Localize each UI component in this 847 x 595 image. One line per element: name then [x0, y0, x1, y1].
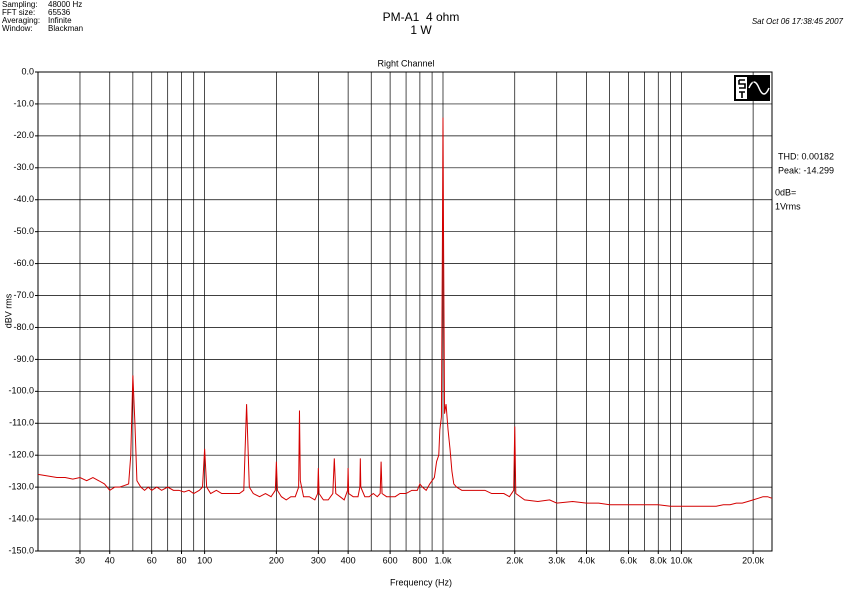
y-tick-label: -50.0: [13, 226, 34, 236]
info-value: 48000 Hz: [48, 0, 82, 9]
info-value: Blackman: [48, 24, 83, 33]
x-tick-label: 1.0k: [434, 555, 452, 565]
x-tick-label: 80: [177, 555, 187, 565]
logo: [734, 75, 770, 101]
chart-subtitle: 1 W: [410, 23, 432, 37]
plot-title: Right Channel: [377, 58, 434, 68]
timestamp: Sat Oct 06 17:38:45 2007: [752, 17, 844, 26]
y-tick-label: -70.0: [13, 290, 34, 300]
x-tick-label: 300: [311, 555, 326, 565]
y-axis-label: dBV rms: [3, 293, 13, 328]
x-tick-label: 4.0k: [578, 555, 596, 565]
y-tick-label: -120.0: [8, 450, 34, 460]
x-tick-label: 2.0k: [506, 555, 524, 565]
x-tick-label: 3.0k: [548, 555, 566, 565]
y-tick-label: -110.0: [9, 418, 34, 428]
y-tick-label: -40.0: [13, 194, 34, 204]
y-tick-label: -10.0: [13, 98, 34, 108]
x-tick-label: 800: [412, 555, 427, 565]
x-tick-label: 20.0k: [742, 555, 765, 565]
y-tick-label: -130.0: [8, 482, 34, 492]
y-tick-label: -100.0: [8, 386, 34, 396]
x-axis-label: Frequency (Hz): [390, 577, 452, 587]
y-tick-label: -90.0: [13, 354, 34, 364]
info-value: 65536: [48, 8, 71, 17]
x-tick-label: 10.0k: [670, 555, 693, 565]
x-tick-label: 40: [105, 555, 115, 565]
y-tick-label: -60.0: [13, 258, 34, 268]
x-tick-label: 6.0k: [620, 555, 638, 565]
info-label: FFT size:: [2, 8, 35, 17]
x-tick-label: 200: [269, 555, 284, 565]
y-tick-label: -140.0: [8, 513, 34, 523]
plot-frame: [37, 71, 773, 552]
annotation: 1Vrms: [775, 201, 801, 211]
info-label: Sampling:: [2, 0, 38, 9]
info-label: Averaging:: [2, 16, 40, 25]
y-tick-label: -150.0: [8, 545, 34, 555]
y-tick-label: -80.0: [13, 322, 34, 332]
y-tick-label: 0.0: [21, 66, 34, 76]
x-tick-label: 30: [75, 555, 85, 565]
y-tick-label: -30.0: [13, 162, 34, 172]
chart-title: PM-A1 4 ohm: [383, 10, 460, 24]
annotation: Peak: -14.299: [778, 165, 834, 175]
annotation: THD: 0.00182: [778, 151, 834, 161]
x-tick-label: 100: [197, 555, 212, 565]
info-label: Window:: [2, 24, 33, 33]
annotation: 0dB=: [775, 187, 796, 197]
x-tick-label: 400: [341, 555, 356, 565]
info-value: Infinite: [48, 16, 72, 25]
x-tick-label: 60: [147, 555, 157, 565]
x-tick-label: 600: [383, 555, 398, 565]
y-tick-label: -20.0: [13, 130, 34, 140]
x-tick-label: 8.0k: [650, 555, 668, 565]
spectrum-line: [37, 117, 773, 507]
